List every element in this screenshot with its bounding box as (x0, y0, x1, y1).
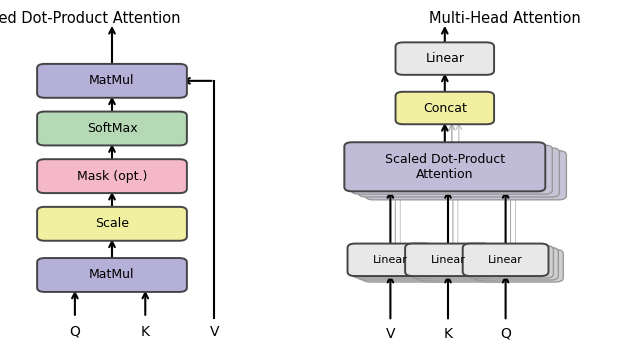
Text: Q: Q (500, 327, 511, 341)
Text: Linear: Linear (431, 255, 465, 265)
FancyBboxPatch shape (357, 247, 443, 280)
Text: SoftMax: SoftMax (86, 122, 138, 135)
Text: Concat: Concat (423, 102, 467, 114)
Text: Linear: Linear (488, 255, 523, 265)
FancyBboxPatch shape (344, 142, 545, 191)
FancyBboxPatch shape (37, 159, 187, 193)
Text: V: V (210, 325, 219, 339)
Text: Linear: Linear (373, 255, 408, 265)
FancyBboxPatch shape (353, 246, 438, 278)
FancyBboxPatch shape (37, 112, 187, 145)
FancyBboxPatch shape (37, 258, 187, 292)
Text: Multi-Head Attention: Multi-Head Attention (429, 11, 580, 25)
Text: K: K (444, 327, 452, 341)
FancyBboxPatch shape (468, 246, 554, 278)
Text: Q: Q (70, 325, 80, 339)
Text: Scaled Dot-Product Attention: Scaled Dot-Product Attention (0, 11, 180, 25)
Text: K: K (141, 325, 150, 339)
FancyBboxPatch shape (396, 92, 494, 124)
FancyBboxPatch shape (348, 244, 433, 276)
FancyBboxPatch shape (351, 145, 552, 194)
FancyBboxPatch shape (37, 64, 187, 98)
Text: Scaled Dot-Product
Attention: Scaled Dot-Product Attention (385, 153, 505, 181)
Text: Scale: Scale (95, 217, 129, 230)
FancyBboxPatch shape (463, 244, 548, 276)
Text: V: V (386, 327, 395, 341)
Text: Mask (opt.): Mask (opt.) (77, 170, 147, 183)
FancyBboxPatch shape (405, 244, 491, 276)
FancyBboxPatch shape (37, 207, 187, 241)
Text: MatMul: MatMul (89, 269, 135, 281)
Text: Linear: Linear (426, 52, 464, 65)
FancyBboxPatch shape (362, 250, 448, 282)
FancyBboxPatch shape (358, 148, 559, 197)
FancyBboxPatch shape (396, 42, 494, 75)
FancyBboxPatch shape (415, 247, 500, 280)
FancyBboxPatch shape (365, 151, 566, 200)
FancyBboxPatch shape (472, 247, 558, 280)
Text: MatMul: MatMul (89, 74, 135, 87)
FancyBboxPatch shape (477, 250, 563, 282)
Text: h: h (557, 161, 564, 174)
FancyBboxPatch shape (420, 250, 506, 282)
FancyBboxPatch shape (410, 246, 496, 278)
